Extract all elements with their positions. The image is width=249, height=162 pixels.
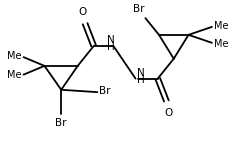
Text: O: O xyxy=(78,6,87,17)
Text: N: N xyxy=(137,68,145,78)
Text: Br: Br xyxy=(56,118,67,128)
Text: Br: Br xyxy=(99,86,110,96)
Text: Me: Me xyxy=(6,70,21,81)
Text: N: N xyxy=(107,35,115,45)
Text: Me: Me xyxy=(214,39,229,49)
Text: Me: Me xyxy=(214,21,229,31)
Text: Me: Me xyxy=(6,51,21,61)
Text: H: H xyxy=(107,42,115,52)
Text: Br: Br xyxy=(133,4,144,14)
Text: H: H xyxy=(137,75,145,85)
Text: O: O xyxy=(165,108,173,118)
